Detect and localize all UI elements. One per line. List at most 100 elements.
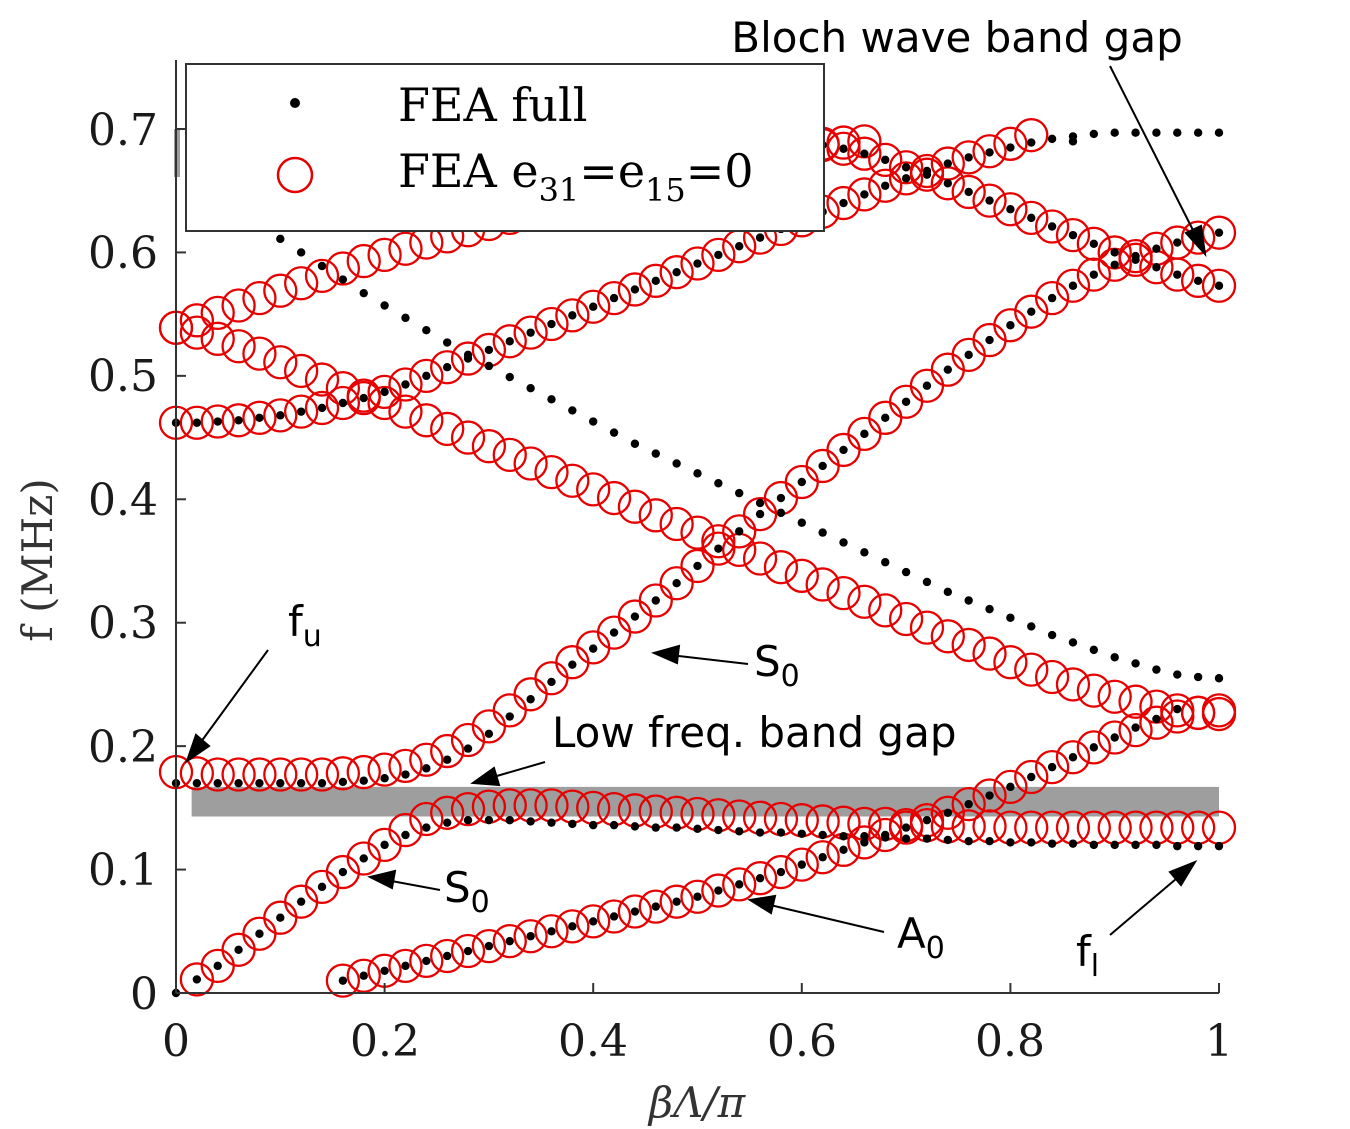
- data-point-full: [609, 628, 619, 637]
- annotation-fu-base: f: [288, 597, 304, 646]
- data-point-full: [672, 459, 681, 468]
- legend-part: =e: [579, 144, 645, 198]
- annotation-s0-upper-sub: 0: [781, 659, 800, 694]
- data-point-full: [317, 882, 327, 892]
- y-tick-label: 0.4: [88, 475, 158, 526]
- data-point-reduced: [450, 791, 486, 827]
- data-point-reduced: [325, 756, 361, 791]
- data-point-reduced: [304, 390, 340, 426]
- data-point-reduced: [263, 757, 298, 792]
- data-point-full: [234, 945, 243, 954]
- data-point-full: [442, 338, 452, 347]
- data-point-reduced: [242, 336, 277, 371]
- data-point-reduced: [325, 385, 361, 421]
- data-point-full: [630, 612, 640, 621]
- data-point-reduced: [1076, 730, 1111, 765]
- data-point-full: [1068, 753, 1078, 762]
- annotation-a0-sub: 0: [926, 931, 945, 966]
- data-point-full: [797, 477, 806, 487]
- data-point-full: [1193, 128, 1203, 137]
- data-point-reduced: [909, 610, 945, 645]
- data-point-reduced: [1201, 696, 1237, 732]
- data-point-full: [255, 929, 264, 938]
- data-point-reduced: [367, 752, 402, 787]
- arrow-fu: [197, 649, 269, 747]
- data-point-full: [609, 428, 619, 437]
- data-point-full: [234, 778, 243, 788]
- legend-part: =0: [686, 144, 754, 198]
- y-axis-label: f (MHz): [13, 478, 62, 641]
- data-point-reduced: [909, 157, 945, 192]
- arrow-s0-upper: [669, 654, 749, 665]
- annotation-fu-sub: u: [303, 619, 322, 654]
- data-point-full: [1152, 263, 1161, 272]
- data-point-reduced: [1180, 695, 1216, 730]
- data-point-full: [505, 372, 514, 382]
- arrowhead-bloch: [1184, 224, 1207, 258]
- data-point-full: [547, 395, 556, 404]
- data-point-full: [901, 567, 911, 577]
- data-point-reduced: [200, 404, 235, 439]
- data-point-reduced: [659, 255, 694, 290]
- data-point-reduced: [951, 787, 986, 822]
- data-point-full: [714, 886, 723, 895]
- data-point-full: [881, 558, 890, 567]
- data-point-full: [1089, 743, 1099, 752]
- data-point-reduced: [1034, 749, 1070, 785]
- data-point-full: [881, 181, 890, 190]
- arrow-fl: [1109, 872, 1184, 936]
- data-point-full: [296, 407, 306, 416]
- data-point-reduced: [388, 231, 423, 266]
- data-point-full: [422, 823, 431, 832]
- arrowhead-s0-lower: [367, 869, 397, 890]
- data-point-full: [589, 302, 598, 311]
- data-point-reduced: [325, 251, 361, 286]
- data-point-full: [943, 159, 953, 168]
- data-point-reduced: [263, 398, 298, 433]
- data-point-full: [1027, 138, 1036, 147]
- data-point-reduced: [1097, 679, 1132, 714]
- data-point-full: [401, 961, 410, 971]
- arrow-a0: [765, 903, 885, 933]
- data-point-full: [568, 922, 577, 931]
- data-point-full: [943, 808, 953, 817]
- data-point-reduced: [826, 185, 861, 221]
- data-point-full: [735, 527, 744, 536]
- data-point-full: [985, 791, 994, 800]
- data-point-full: [484, 361, 494, 371]
- data-point-reduced: [722, 867, 757, 902]
- data-point-full: [672, 897, 681, 906]
- data-point-full: [1152, 244, 1161, 253]
- data-point-full: [839, 538, 848, 547]
- data-point-reduced: [826, 131, 861, 166]
- data-point-reduced: [534, 306, 569, 342]
- data-point-full: [589, 644, 598, 653]
- data-point-reduced: [596, 899, 632, 934]
- arrowhead-fl: [1168, 859, 1198, 887]
- data-point-full: [776, 493, 786, 503]
- data-point-full: [547, 927, 556, 936]
- data-point-full: [714, 250, 723, 260]
- data-point-full: [463, 816, 473, 825]
- data-point-full: [693, 892, 702, 901]
- data-point-full: [922, 816, 932, 825]
- x-tick-label: 0.4: [558, 1016, 628, 1067]
- data-point-full: [526, 932, 535, 941]
- data-point-reduced: [409, 358, 444, 394]
- data-point-full: [547, 677, 556, 687]
- data-point-full: [589, 917, 598, 926]
- data-point-full: [985, 335, 994, 345]
- data-point-full: [505, 337, 514, 346]
- data-point-full: [839, 144, 848, 153]
- legend-label-full: FEA full: [398, 78, 587, 132]
- legend-sub: 15: [645, 171, 686, 209]
- data-point-full: [860, 429, 869, 439]
- data-point-full: [1006, 782, 1015, 792]
- data-point-full: [463, 350, 473, 360]
- data-point-full: [1068, 137, 1078, 146]
- annotation-fl-base: f: [1076, 927, 1092, 976]
- tick-marks: [175, 128, 1220, 994]
- data-point-reduced: [951, 174, 986, 210]
- plot-area: [158, 118, 1237, 998]
- data-point-full: [484, 345, 494, 355]
